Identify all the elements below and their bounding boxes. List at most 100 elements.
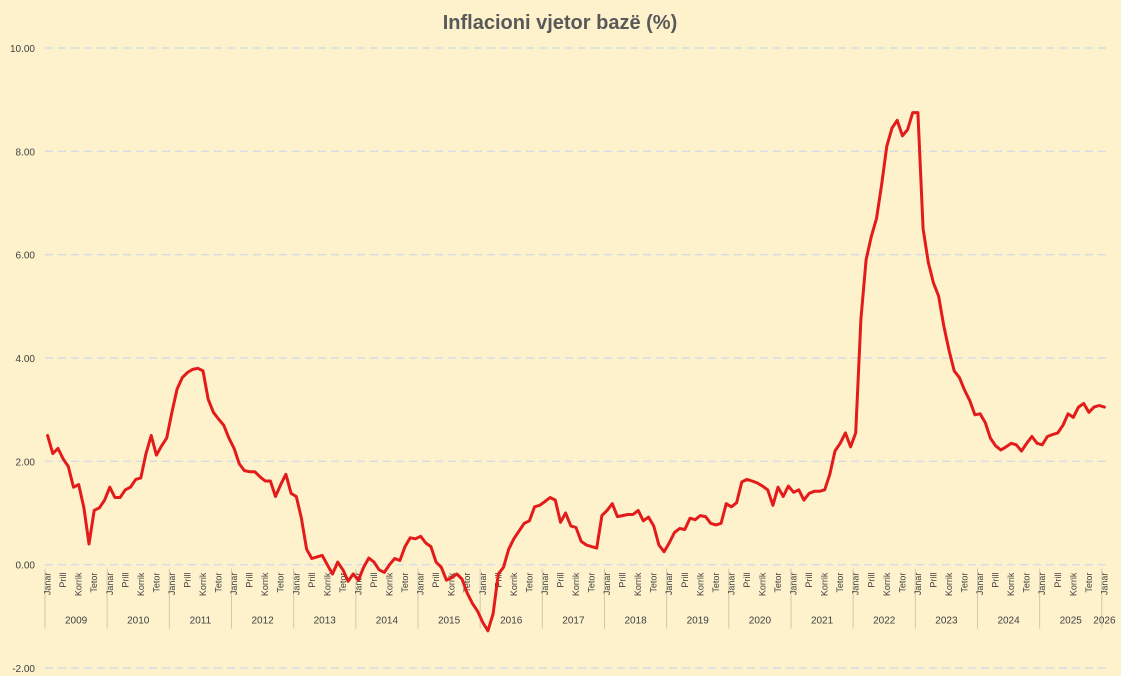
x-month-tick-label: Janar bbox=[291, 573, 301, 596]
x-month-tick-label: Korrik bbox=[1006, 572, 1016, 596]
gridlines bbox=[45, 47, 1107, 669]
x-month-tick-label: Prill bbox=[618, 573, 628, 588]
x-month-tick-label: Tetor bbox=[89, 573, 99, 593]
y-axis: -2.00 0.00 2.00 4.00 6.00 8.00 10.00 bbox=[10, 44, 35, 675]
x-month-tick-label: Korrik bbox=[757, 572, 767, 596]
y-tick-label: -2.00 bbox=[12, 664, 35, 675]
x-year-label: 2010 bbox=[127, 616, 150, 627]
x-month-tick-label: Tetor bbox=[711, 573, 721, 593]
x-month-tick-label: Prill bbox=[804, 573, 814, 588]
x-month-tick-label: Prill bbox=[120, 573, 130, 588]
series-line bbox=[46, 111, 1106, 633]
x-year-label: 2019 bbox=[687, 616, 710, 627]
x-month-tick-label: Tetor bbox=[151, 573, 161, 593]
x-month-tick-label: Prill bbox=[245, 573, 255, 588]
x-year-label: 2023 bbox=[935, 616, 958, 627]
x-month-tick-label: Prill bbox=[555, 573, 565, 588]
x-month-tick-label: Janar bbox=[105, 573, 115, 596]
y-tick-label: 8.00 bbox=[16, 147, 36, 158]
x-month-tick-label: Korrik bbox=[820, 572, 830, 596]
x-month-tick-label: Janar bbox=[1037, 573, 1047, 596]
x-month-tick-label: Korrik bbox=[322, 572, 332, 596]
x-year-label: 2011 bbox=[190, 616, 212, 627]
x-month-tick-label: Korrik bbox=[944, 572, 954, 596]
x-year-label: 2025 bbox=[1060, 616, 1083, 627]
x-year-label: 2022 bbox=[873, 616, 896, 627]
x-month-tick-label: Prill bbox=[1053, 573, 1063, 588]
x-month-tick-label: Prill bbox=[369, 573, 379, 588]
x-axis: Janar Prill Korrik Tetor 2009 Janar Prill Korri… bbox=[43, 568, 1116, 629]
x-year-label: 2016 bbox=[500, 616, 523, 627]
series-layer bbox=[46, 111, 1106, 633]
x-month-tick-label: Korrik bbox=[509, 572, 519, 596]
x-year-label: 2009 bbox=[65, 616, 88, 627]
x-year-label: 2014 bbox=[376, 616, 399, 627]
x-month-tick-label: Janar bbox=[416, 573, 426, 596]
x-month-tick-label: Janar bbox=[913, 573, 923, 596]
x-month-tick-label: Janar bbox=[975, 573, 985, 596]
x-year-label: 2017 bbox=[562, 616, 585, 627]
x-month-tick-label: Prill bbox=[182, 573, 192, 588]
x-year-label: 2020 bbox=[749, 616, 772, 627]
x-month-tick-label: Prill bbox=[58, 573, 68, 588]
x-month-tick-label: Korrik bbox=[74, 572, 84, 596]
x-month-tick-label: Tetor bbox=[400, 573, 410, 593]
x-year-label: 2021 bbox=[811, 616, 834, 627]
x-year-label: 2026 bbox=[1093, 616, 1116, 627]
x-year-label: 2024 bbox=[997, 616, 1020, 627]
x-month-tick-label: Prill bbox=[866, 573, 876, 588]
x-month-tick-label: Janar bbox=[478, 573, 488, 596]
x-month-tick-label: Janar bbox=[789, 573, 799, 596]
x-month-tick-label: Korrik bbox=[136, 572, 146, 596]
x-month-tick-label: Korrik bbox=[571, 572, 581, 596]
x-month-tick-label: Korrik bbox=[198, 572, 208, 596]
x-month-tick-label: Prill bbox=[307, 573, 317, 588]
x-year-label: 2018 bbox=[624, 616, 647, 627]
x-month-tick-label: Tetor bbox=[897, 573, 907, 593]
x-month-tick-label: Tetor bbox=[1022, 573, 1032, 593]
x-month-tick-label: Tetor bbox=[524, 573, 534, 593]
x-month-tick-label: Tetor bbox=[338, 573, 348, 593]
x-month-tick-label: Janar bbox=[229, 573, 239, 596]
y-tick-label: 4.00 bbox=[16, 354, 36, 365]
x-month-tick-label: Tetor bbox=[214, 573, 224, 593]
x-month-tick-label: Janar bbox=[602, 573, 612, 596]
x-month-tick-label: Prill bbox=[431, 573, 441, 588]
x-month-tick-label: Prill bbox=[991, 573, 1001, 588]
x-month-tick-label: Janar bbox=[1099, 573, 1109, 596]
x-month-tick-label: Prill bbox=[742, 573, 752, 588]
y-tick-label: 0.00 bbox=[16, 561, 36, 572]
x-month-tick-label: Tetor bbox=[587, 573, 597, 593]
x-month-tick-label: Janar bbox=[540, 573, 550, 596]
x-month-tick-label: Prill bbox=[928, 573, 938, 588]
x-month-tick-label: Korrik bbox=[260, 572, 270, 596]
x-month-tick-label: Janar bbox=[353, 573, 363, 596]
x-month-tick-label: Janar bbox=[726, 573, 736, 596]
x-month-tick-label: Janar bbox=[851, 573, 861, 596]
x-month-tick-label: Tetor bbox=[835, 573, 845, 593]
x-month-tick-label: Korrik bbox=[633, 572, 643, 596]
x-month-tick-label: Korrik bbox=[1068, 572, 1078, 596]
x-month-tick-label: Prill bbox=[680, 573, 690, 588]
x-month-tick-label: Janar bbox=[167, 573, 177, 596]
x-month-tick-label: Korrik bbox=[385, 572, 395, 596]
y-tick-label: 6.00 bbox=[16, 251, 36, 262]
x-month-tick-label: Tetor bbox=[1084, 573, 1094, 593]
x-year-label: 2015 bbox=[438, 616, 461, 627]
y-tick-label: 10.00 bbox=[10, 44, 35, 55]
x-month-tick-label: Tetor bbox=[960, 573, 970, 593]
y-tick-label: 2.00 bbox=[16, 457, 36, 468]
x-month-tick-label: Tetor bbox=[773, 573, 783, 593]
x-month-tick-label: Korrik bbox=[695, 572, 705, 596]
x-year-label: 2013 bbox=[314, 616, 337, 627]
chart-title: Inflacioni vjetor bazë (%) bbox=[443, 12, 677, 34]
x-month-tick-label: Janar bbox=[664, 573, 674, 596]
x-month-tick-label: Tetor bbox=[276, 573, 286, 593]
x-month-tick-label: Tetor bbox=[649, 573, 659, 593]
x-month-tick-label: Tetor bbox=[462, 573, 472, 593]
x-month-tick-label: Korrik bbox=[447, 572, 457, 596]
x-month-tick-label: Korrik bbox=[882, 572, 892, 596]
x-month-tick-label: Janar bbox=[43, 573, 53, 596]
